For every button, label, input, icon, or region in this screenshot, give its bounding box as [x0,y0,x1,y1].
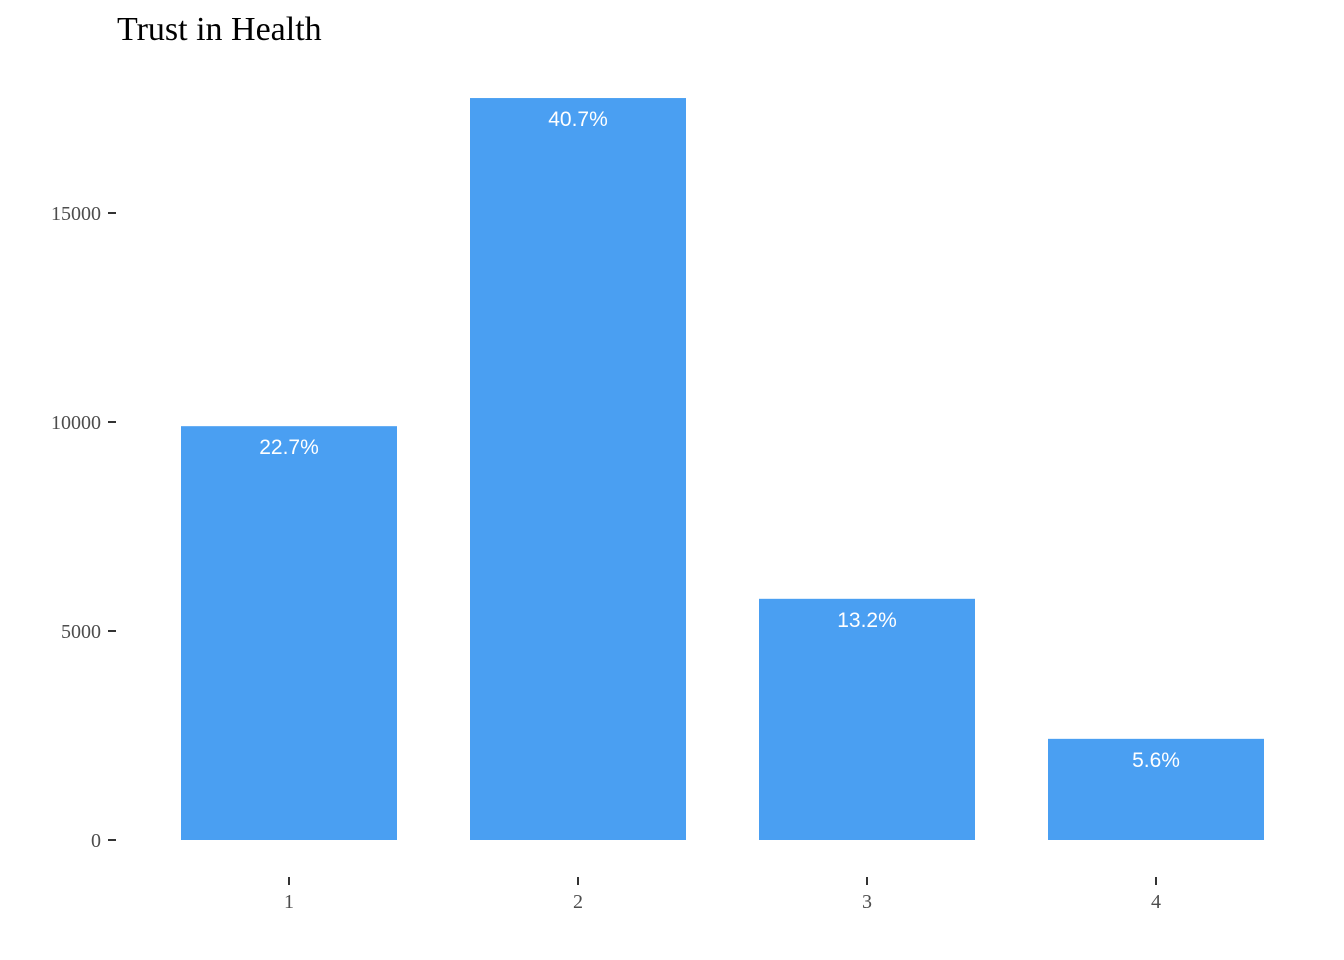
x-tick-label: 4 [1151,891,1161,913]
y-axis: 0 5000 10000 15000 [51,203,116,852]
y-tick-label: 0 [91,830,101,852]
x-tick-label: 1 [284,891,294,913]
chart-title: Trust in Health [117,11,322,48]
y-tick-label: 10000 [51,412,101,434]
bar-4 [1048,738,1264,840]
data-label-3: 13.2% [837,609,897,632]
bar-labels: 22.7% 40.7% 13.2% 5.6% [259,108,1180,772]
bar-3 [759,598,975,840]
data-label-1: 22.7% [259,436,319,459]
y-tick-label: 5000 [61,621,101,643]
data-label-2: 40.7% [548,108,608,131]
bar-1 [181,426,397,840]
bars [181,98,1264,841]
x-axis: 1 2 3 4 [284,877,1161,913]
y-tick-label: 15000 [51,203,101,225]
data-label-4: 5.6% [1132,749,1180,772]
x-tick-label: 2 [573,891,583,913]
x-tick-label: 3 [862,891,872,913]
bar-2 [470,98,686,841]
